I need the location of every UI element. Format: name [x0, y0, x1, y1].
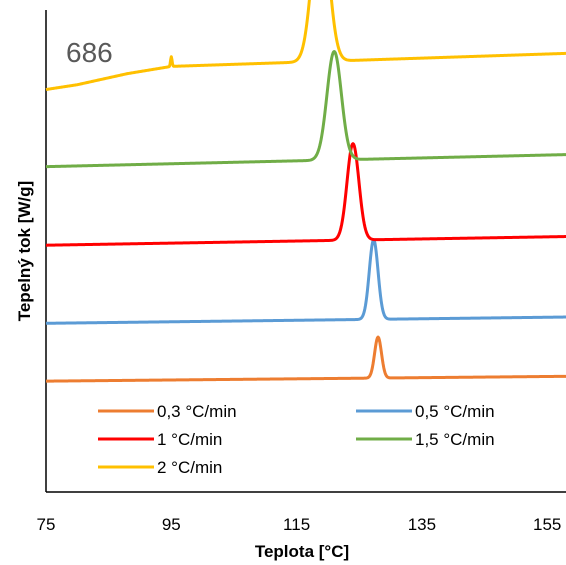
y-axis-title: Tepelný tok [W/g]	[15, 181, 34, 321]
series-layer	[45, 0, 566, 383]
x-axis-title: Teplota [°C]	[255, 542, 349, 561]
legend-label: 1 °C/min	[157, 430, 222, 449]
chart-annotation: 686	[66, 37, 113, 68]
series-line-2	[45, 142, 566, 247]
series-line-3	[45, 50, 566, 169]
legend: 0,3 °C/min 0,5 °C/min 1 °C/min 1,5 °C/min 2 …	[98, 402, 495, 477]
series-line-0	[45, 335, 566, 383]
series-line-1	[45, 238, 566, 325]
x-tick-label: 75	[37, 515, 56, 534]
series-line-4	[45, 0, 566, 92]
x-tick-labels: 75 95 115 135 155	[37, 515, 562, 534]
x-tick-label: 95	[162, 515, 181, 534]
legend-label: 0,5 °C/min	[415, 402, 495, 421]
x-tick-label: 155	[533, 515, 561, 534]
legend-label: 0,3 °C/min	[157, 402, 237, 421]
legend-label: 1,5 °C/min	[415, 430, 495, 449]
x-tick-label: 115	[283, 515, 310, 534]
x-tick-label: 135	[408, 515, 436, 534]
legend-label: 2 °C/min	[157, 458, 222, 477]
